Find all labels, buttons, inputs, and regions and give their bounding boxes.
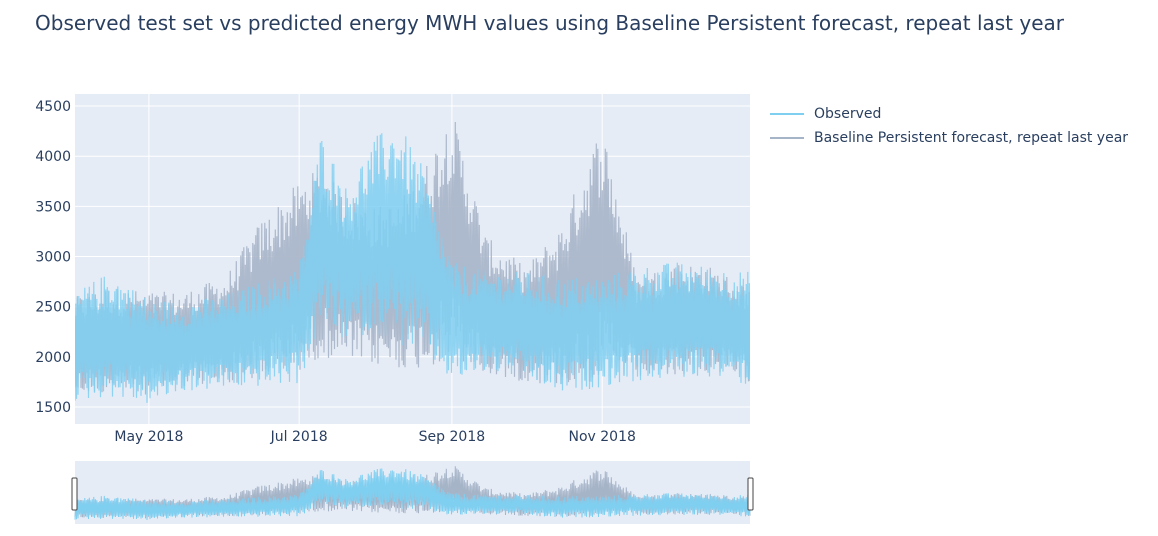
- y-tick-label: 2500: [35, 300, 71, 316]
- legend-item-baseline[interactable]: Baseline Persistent forecast, repeat las…: [770, 126, 1128, 150]
- range-slider-right-handle[interactable]: [747, 477, 754, 511]
- x-tick-label: Nov 2018: [568, 429, 635, 445]
- slider-line-observed: [74, 468, 751, 521]
- data-layer: [75, 121, 750, 403]
- y-axis: 1500 2000 2500 3000 3500 4000 4500: [35, 99, 71, 416]
- y-tick-label: 4500: [35, 99, 71, 115]
- range-slider-left-handle[interactable]: [71, 477, 78, 511]
- legend: Observed Baseline Persistent forecast, r…: [770, 102, 1128, 150]
- chart-title: Observed test set vs predicted energy MW…: [35, 11, 1065, 35]
- legend-swatch-observed: [770, 113, 804, 115]
- range-slider-data: [74, 466, 751, 521]
- y-tick-label: 4000: [35, 149, 71, 165]
- y-tick-label: 1500: [35, 400, 71, 416]
- x-tick-label: Jul 2018: [270, 429, 328, 445]
- legend-label-observed: Observed: [814, 106, 882, 122]
- x-tick-label: May 2018: [114, 429, 183, 445]
- y-tick-label: 2000: [35, 350, 71, 366]
- series-line-observed: [75, 133, 750, 403]
- x-axis: May 2018 Jul 2018 Sep 2018 Nov 2018: [114, 429, 636, 445]
- legend-swatch-baseline: [770, 137, 804, 139]
- y-tick-label: 3500: [35, 199, 71, 215]
- legend-label-baseline: Baseline Persistent forecast, repeat las…: [814, 130, 1129, 146]
- x-tick-label: Sep 2018: [419, 429, 485, 445]
- legend-item-observed[interactable]: Observed: [770, 102, 1128, 126]
- y-tick-label: 3000: [35, 249, 71, 265]
